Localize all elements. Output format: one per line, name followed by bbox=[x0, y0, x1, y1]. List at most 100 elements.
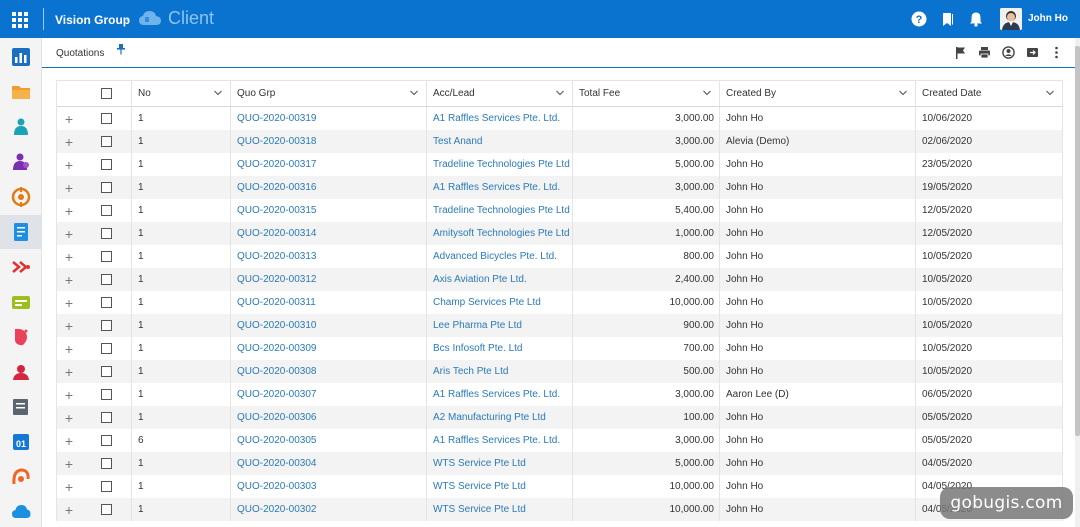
sidebar-item-dashboard[interactable] bbox=[0, 40, 42, 74]
table-row[interactable]: +1 QUO-2020-00303 WTS Service Pte Ltd 10,00… bbox=[57, 475, 1062, 498]
table-row[interactable]: +1 QUO-2020-00302 WTS Service Pte Ltd 10,00… bbox=[57, 498, 1062, 521]
quotation-link[interactable]: QUO-2020-00319 bbox=[237, 113, 317, 124]
expand-plus-icon[interactable]: + bbox=[64, 317, 74, 334]
expand-plus-icon[interactable]: + bbox=[64, 363, 74, 380]
account-link[interactable]: Aris Tech Pte Ltd bbox=[433, 366, 509, 377]
table-row[interactable]: +6 QUO-2020-00305 A1 Raffles Services Pte.… bbox=[57, 429, 1062, 452]
row-checkbox[interactable] bbox=[101, 366, 112, 377]
scrollbar-thumb[interactable] bbox=[1075, 46, 1080, 436]
row-checkbox[interactable] bbox=[101, 182, 112, 193]
table-row[interactable]: +1 QUO-2020-00308 Aris Tech Pte Ltd 500.00 J… bbox=[57, 360, 1062, 383]
expand-plus-icon[interactable]: + bbox=[64, 225, 74, 242]
account-link[interactable]: WTS Service Pte Ltd bbox=[433, 481, 526, 492]
export-icon[interactable] bbox=[1026, 46, 1039, 59]
table-row[interactable]: +1 QUO-2020-00311 Champ Services Pte Ltd 10… bbox=[57, 291, 1062, 314]
expand-plus-icon[interactable]: + bbox=[64, 386, 74, 403]
quotation-link[interactable]: QUO-2020-00315 bbox=[237, 205, 317, 216]
sidebar-item-activities[interactable] bbox=[0, 460, 42, 494]
row-checkbox[interactable] bbox=[101, 320, 112, 331]
sidebar-item-leads[interactable] bbox=[0, 145, 42, 179]
quotation-link[interactable]: QUO-2020-00314 bbox=[237, 228, 317, 239]
column-header-quo-grp[interactable]: Quo Grp bbox=[231, 81, 427, 106]
row-checkbox[interactable] bbox=[101, 481, 112, 492]
table-row[interactable]: +1 QUO-2020-00304 WTS Service Pte Ltd 5,000… bbox=[57, 452, 1062, 475]
row-checkbox[interactable] bbox=[101, 412, 112, 423]
sidebar-item-campaigns[interactable] bbox=[0, 320, 42, 354]
table-row[interactable]: +1 QUO-2020-00315 Tradeline Technologies P… bbox=[57, 199, 1062, 222]
expand-plus-icon[interactable]: + bbox=[64, 156, 74, 173]
table-row[interactable]: +1 QUO-2020-00316 A1 Raffles Services Pte.… bbox=[57, 176, 1062, 199]
column-header-created-date[interactable]: Created Date bbox=[916, 81, 1062, 106]
expand-plus-icon[interactable]: + bbox=[64, 455, 74, 472]
row-checkbox[interactable] bbox=[101, 113, 112, 124]
account-link[interactable]: Tradeline Technologies Pte Ltd bbox=[433, 205, 570, 216]
quotation-link[interactable]: QUO-2020-00312 bbox=[237, 274, 317, 285]
expand-plus-icon[interactable]: + bbox=[64, 248, 74, 265]
quotation-link[interactable]: QUO-2020-00317 bbox=[237, 159, 317, 170]
table-row[interactable]: +1 QUO-2020-00313 Advanced Bicycles Pte. L… bbox=[57, 245, 1062, 268]
quotation-link[interactable]: QUO-2020-00302 bbox=[237, 504, 317, 515]
expand-plus-icon[interactable]: + bbox=[64, 202, 74, 219]
table-row[interactable]: +1 QUO-2020-00312 Axis Aviation Pte Ltd. 2,… bbox=[57, 268, 1062, 291]
pin-icon[interactable] bbox=[116, 44, 126, 56]
account-link[interactable]: A1 Raffles Services Pte. Ltd. bbox=[433, 182, 561, 193]
account-link[interactable]: Champ Services Pte Ltd bbox=[433, 297, 541, 308]
row-checkbox[interactable] bbox=[101, 435, 112, 446]
expand-plus-icon[interactable]: + bbox=[64, 133, 74, 150]
column-header-created-by[interactable]: Created By bbox=[720, 81, 916, 106]
column-header-no[interactable]: No bbox=[132, 81, 231, 106]
row-checkbox[interactable] bbox=[101, 504, 112, 515]
row-checkbox[interactable] bbox=[101, 297, 112, 308]
account-link[interactable]: Tradeline Technologies Pte Ltd bbox=[433, 159, 570, 170]
quotation-link[interactable]: QUO-2020-00313 bbox=[237, 251, 317, 262]
sidebar-item-reports[interactable] bbox=[0, 390, 42, 424]
account-link[interactable]: A1 Raffles Services Pte. Ltd. bbox=[433, 389, 561, 400]
table-row[interactable]: +1 QUO-2020-00314 Amitysoft Technologies P… bbox=[57, 222, 1062, 245]
row-checkbox[interactable] bbox=[101, 251, 112, 262]
quotation-link[interactable]: QUO-2020-00316 bbox=[237, 182, 317, 193]
select-all-checkbox[interactable] bbox=[101, 88, 112, 99]
table-row[interactable]: +1 QUO-2020-00317 Tradeline Technologies P… bbox=[57, 153, 1062, 176]
chevron-down-icon[interactable] bbox=[1046, 90, 1054, 96]
table-row[interactable]: +1 QUO-2020-00309 Bcs Infosoft Pte. Ltd 700… bbox=[57, 337, 1062, 360]
expand-plus-icon[interactable]: + bbox=[64, 340, 74, 357]
sidebar-item-pipeline[interactable] bbox=[0, 250, 42, 284]
quotation-link[interactable]: QUO-2020-00304 bbox=[237, 458, 317, 469]
table-row[interactable]: +1 QUO-2020-00306 A2 Manufacturing Pte Ltd… bbox=[57, 406, 1062, 429]
account-link[interactable]: WTS Service Pte Ltd bbox=[433, 458, 526, 469]
breadcrumb[interactable]: Quotations bbox=[56, 48, 105, 59]
quotation-link[interactable]: QUO-2020-00305 bbox=[237, 435, 317, 446]
quotation-link[interactable]: QUO-2020-00303 bbox=[237, 481, 317, 492]
sidebar-item-calendar[interactable]: 01 bbox=[0, 425, 42, 459]
account-link[interactable]: Amitysoft Technologies Pte Ltd bbox=[433, 228, 570, 239]
expand-plus-icon[interactable]: + bbox=[64, 110, 74, 127]
row-checkbox[interactable] bbox=[101, 458, 112, 469]
row-checkbox[interactable] bbox=[101, 205, 112, 216]
sidebar-item-cloud[interactable] bbox=[0, 495, 42, 527]
account-link[interactable]: Advanced Bicycles Pte. Ltd. bbox=[433, 251, 557, 262]
app-launcher-icon[interactable] bbox=[12, 12, 28, 28]
expand-plus-icon[interactable]: + bbox=[64, 409, 74, 426]
account-link[interactable]: A1 Raffles Services Pte. Ltd. bbox=[433, 113, 561, 124]
user-name[interactable]: John Ho bbox=[1028, 13, 1068, 24]
notifications-icon[interactable] bbox=[968, 11, 984, 27]
sidebar-item-support[interactable] bbox=[0, 355, 42, 389]
expand-plus-icon[interactable]: + bbox=[64, 501, 74, 518]
expand-plus-icon[interactable]: + bbox=[64, 294, 74, 311]
chevron-down-icon[interactable] bbox=[899, 90, 907, 96]
table-row[interactable]: +1 QUO-2020-00310 Lee Pharma Pte Ltd 900.00… bbox=[57, 314, 1062, 337]
sidebar-item-quotations[interactable] bbox=[0, 215, 42, 249]
print-icon[interactable] bbox=[978, 46, 991, 59]
row-checkbox[interactable] bbox=[101, 228, 112, 239]
account-link[interactable]: Test Anand bbox=[433, 136, 483, 147]
quotation-link[interactable]: QUO-2020-00308 bbox=[237, 366, 317, 377]
expand-plus-icon[interactable]: + bbox=[64, 478, 74, 495]
flag-icon[interactable] bbox=[954, 46, 967, 59]
row-checkbox[interactable] bbox=[101, 159, 112, 170]
quotation-link[interactable]: QUO-2020-00309 bbox=[237, 343, 317, 354]
brand-name[interactable]: Vision Group bbox=[55, 13, 131, 27]
expand-plus-icon[interactable]: + bbox=[64, 271, 74, 288]
more-options-icon[interactable] bbox=[1050, 46, 1063, 59]
chevron-down-icon[interactable] bbox=[556, 90, 564, 96]
quotation-link[interactable]: QUO-2020-00311 bbox=[237, 297, 316, 308]
